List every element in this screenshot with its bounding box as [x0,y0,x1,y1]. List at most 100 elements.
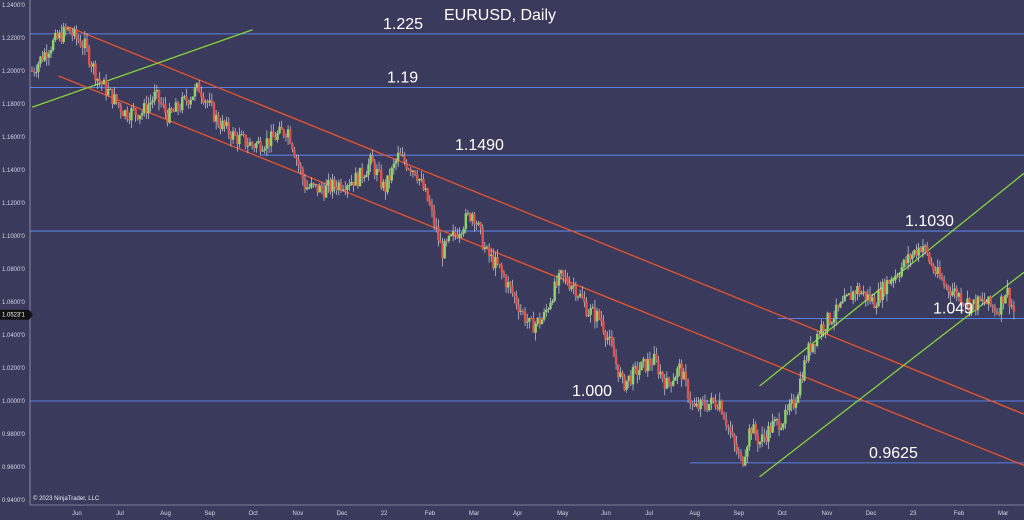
candle-body [473,213,476,224]
candle-body [75,28,78,39]
candle-body [792,399,796,408]
candle-body [1012,305,1016,312]
candle-body [363,177,366,179]
candle-body [244,134,247,147]
candle-body [462,228,465,234]
candle-body [39,56,42,64]
candle-body [881,281,884,301]
candle-body [964,303,967,305]
up-channel-upper-line[interactable] [759,172,1024,387]
early-up-line-line[interactable] [31,29,253,108]
candle-body [316,184,319,193]
candle-body [676,368,679,378]
candle-body [589,308,592,315]
candle-body [818,334,821,336]
down-channel-upper-line[interactable] [67,25,1024,415]
candle-body [981,299,984,301]
candle-body [894,275,897,280]
candle-body [79,41,82,47]
candle-body [81,46,84,49]
candle-body [553,281,556,301]
candle-body [183,96,186,98]
candle-body [312,183,315,185]
candle-body [663,378,666,389]
candle-body [974,299,978,311]
candle-body [892,279,895,281]
candle-body [147,104,150,114]
candle-body [346,185,349,191]
candle-body [555,281,559,286]
candle-body [195,83,199,88]
candle-body [805,360,808,362]
candle-body [502,272,506,277]
candle-body [155,89,159,92]
down-channel-lower-line[interactable] [58,75,1024,466]
candle-body [159,102,163,104]
candle-body [119,105,123,113]
candle-body [115,94,118,103]
candle-body [293,149,296,158]
candle-body [73,28,76,36]
up-channel-lower-line[interactable] [759,271,1024,478]
candle-body [737,451,741,454]
candle-body [240,134,243,136]
candle-body [109,88,112,90]
candle-body [642,358,645,362]
candle-body [686,380,690,399]
candle-body [549,302,552,310]
candle-body [111,88,114,104]
candle-body [576,296,580,298]
candle-body [83,38,87,49]
candle-body [858,286,861,295]
candle-body [479,222,482,228]
candle-body [595,310,599,322]
candle-body [286,129,290,138]
candle-body [197,83,201,93]
candle-body [189,99,192,105]
candle-body [168,108,171,123]
candle-body [712,397,715,402]
candle-body [219,125,222,130]
candle-body [868,294,872,302]
candle-body [523,311,527,323]
candle-body [106,89,110,95]
level-label: 1.049 [933,301,973,318]
candle-body [794,402,798,408]
candle-body [966,298,969,305]
candle-body [879,289,882,301]
candle-body [697,403,700,410]
candle-body [204,101,207,103]
candle-body [940,276,944,280]
candle-body [94,63,97,81]
candle-body [735,443,738,452]
candle-body [790,399,793,404]
candle-body [513,293,516,297]
candle-body [284,135,288,138]
candle-body [900,267,903,277]
candle-body [123,110,127,117]
x-tick-label: Jul [116,511,124,517]
candle-body [68,27,72,34]
level-label: 1.000 [572,383,612,400]
candle-body [411,170,415,172]
candle-body [873,297,876,309]
y-tick-label: 1.1800'0 [2,102,25,108]
candle-body [769,426,772,433]
candle-body [151,100,154,103]
candle-body [564,275,567,277]
candle-body [409,169,413,172]
candle-body [559,270,563,274]
candle-body [519,310,523,312]
candle-body [877,289,880,307]
candle-body [66,27,70,30]
candle-body [657,360,660,375]
candle-body [295,157,298,160]
candle-body [701,399,705,402]
x-tick-label: Feb [954,511,965,517]
x-tick-label: Oct [248,511,258,517]
candle-body [763,434,766,437]
candle-body [945,285,948,287]
